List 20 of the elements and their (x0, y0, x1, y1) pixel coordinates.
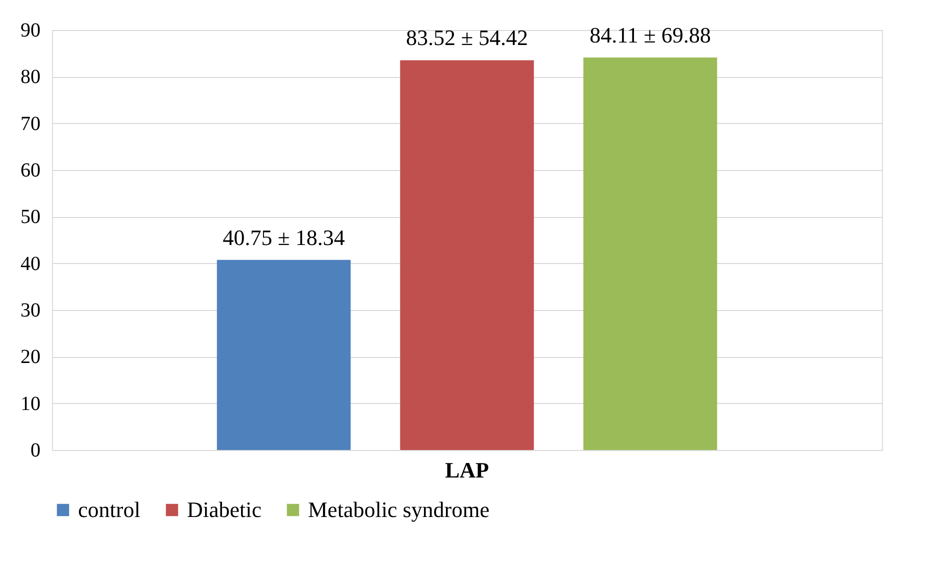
y-tick-label: 10 (20, 392, 40, 415)
y-tick-label: 50 (20, 206, 40, 228)
y-tick-label: 70 (20, 112, 40, 135)
y-tick-label: 90 (20, 20, 40, 42)
data-label: 40.75 ± 18.34 (222, 224, 345, 250)
y-tick-label: 80 (20, 66, 40, 88)
bar (216, 260, 351, 450)
legend-label: control (78, 497, 140, 522)
y-tick-label: 30 (20, 300, 40, 322)
y-tick-label: 40 (20, 252, 40, 275)
bar (400, 60, 534, 450)
y-tick-label: 0 (30, 440, 40, 462)
bar (583, 57, 718, 450)
data-label: 83.52 ± 54.42 (406, 25, 528, 50)
y-tick-label: 60 (20, 160, 40, 182)
data-label: 84.11 ± 69.88 (590, 22, 711, 48)
y-tick-label: 20 (20, 346, 40, 368)
legend-label: Metabolic syndrome (308, 497, 490, 522)
legend-label: Diabetic (187, 497, 262, 522)
x-tick-label: LAP (445, 458, 489, 482)
